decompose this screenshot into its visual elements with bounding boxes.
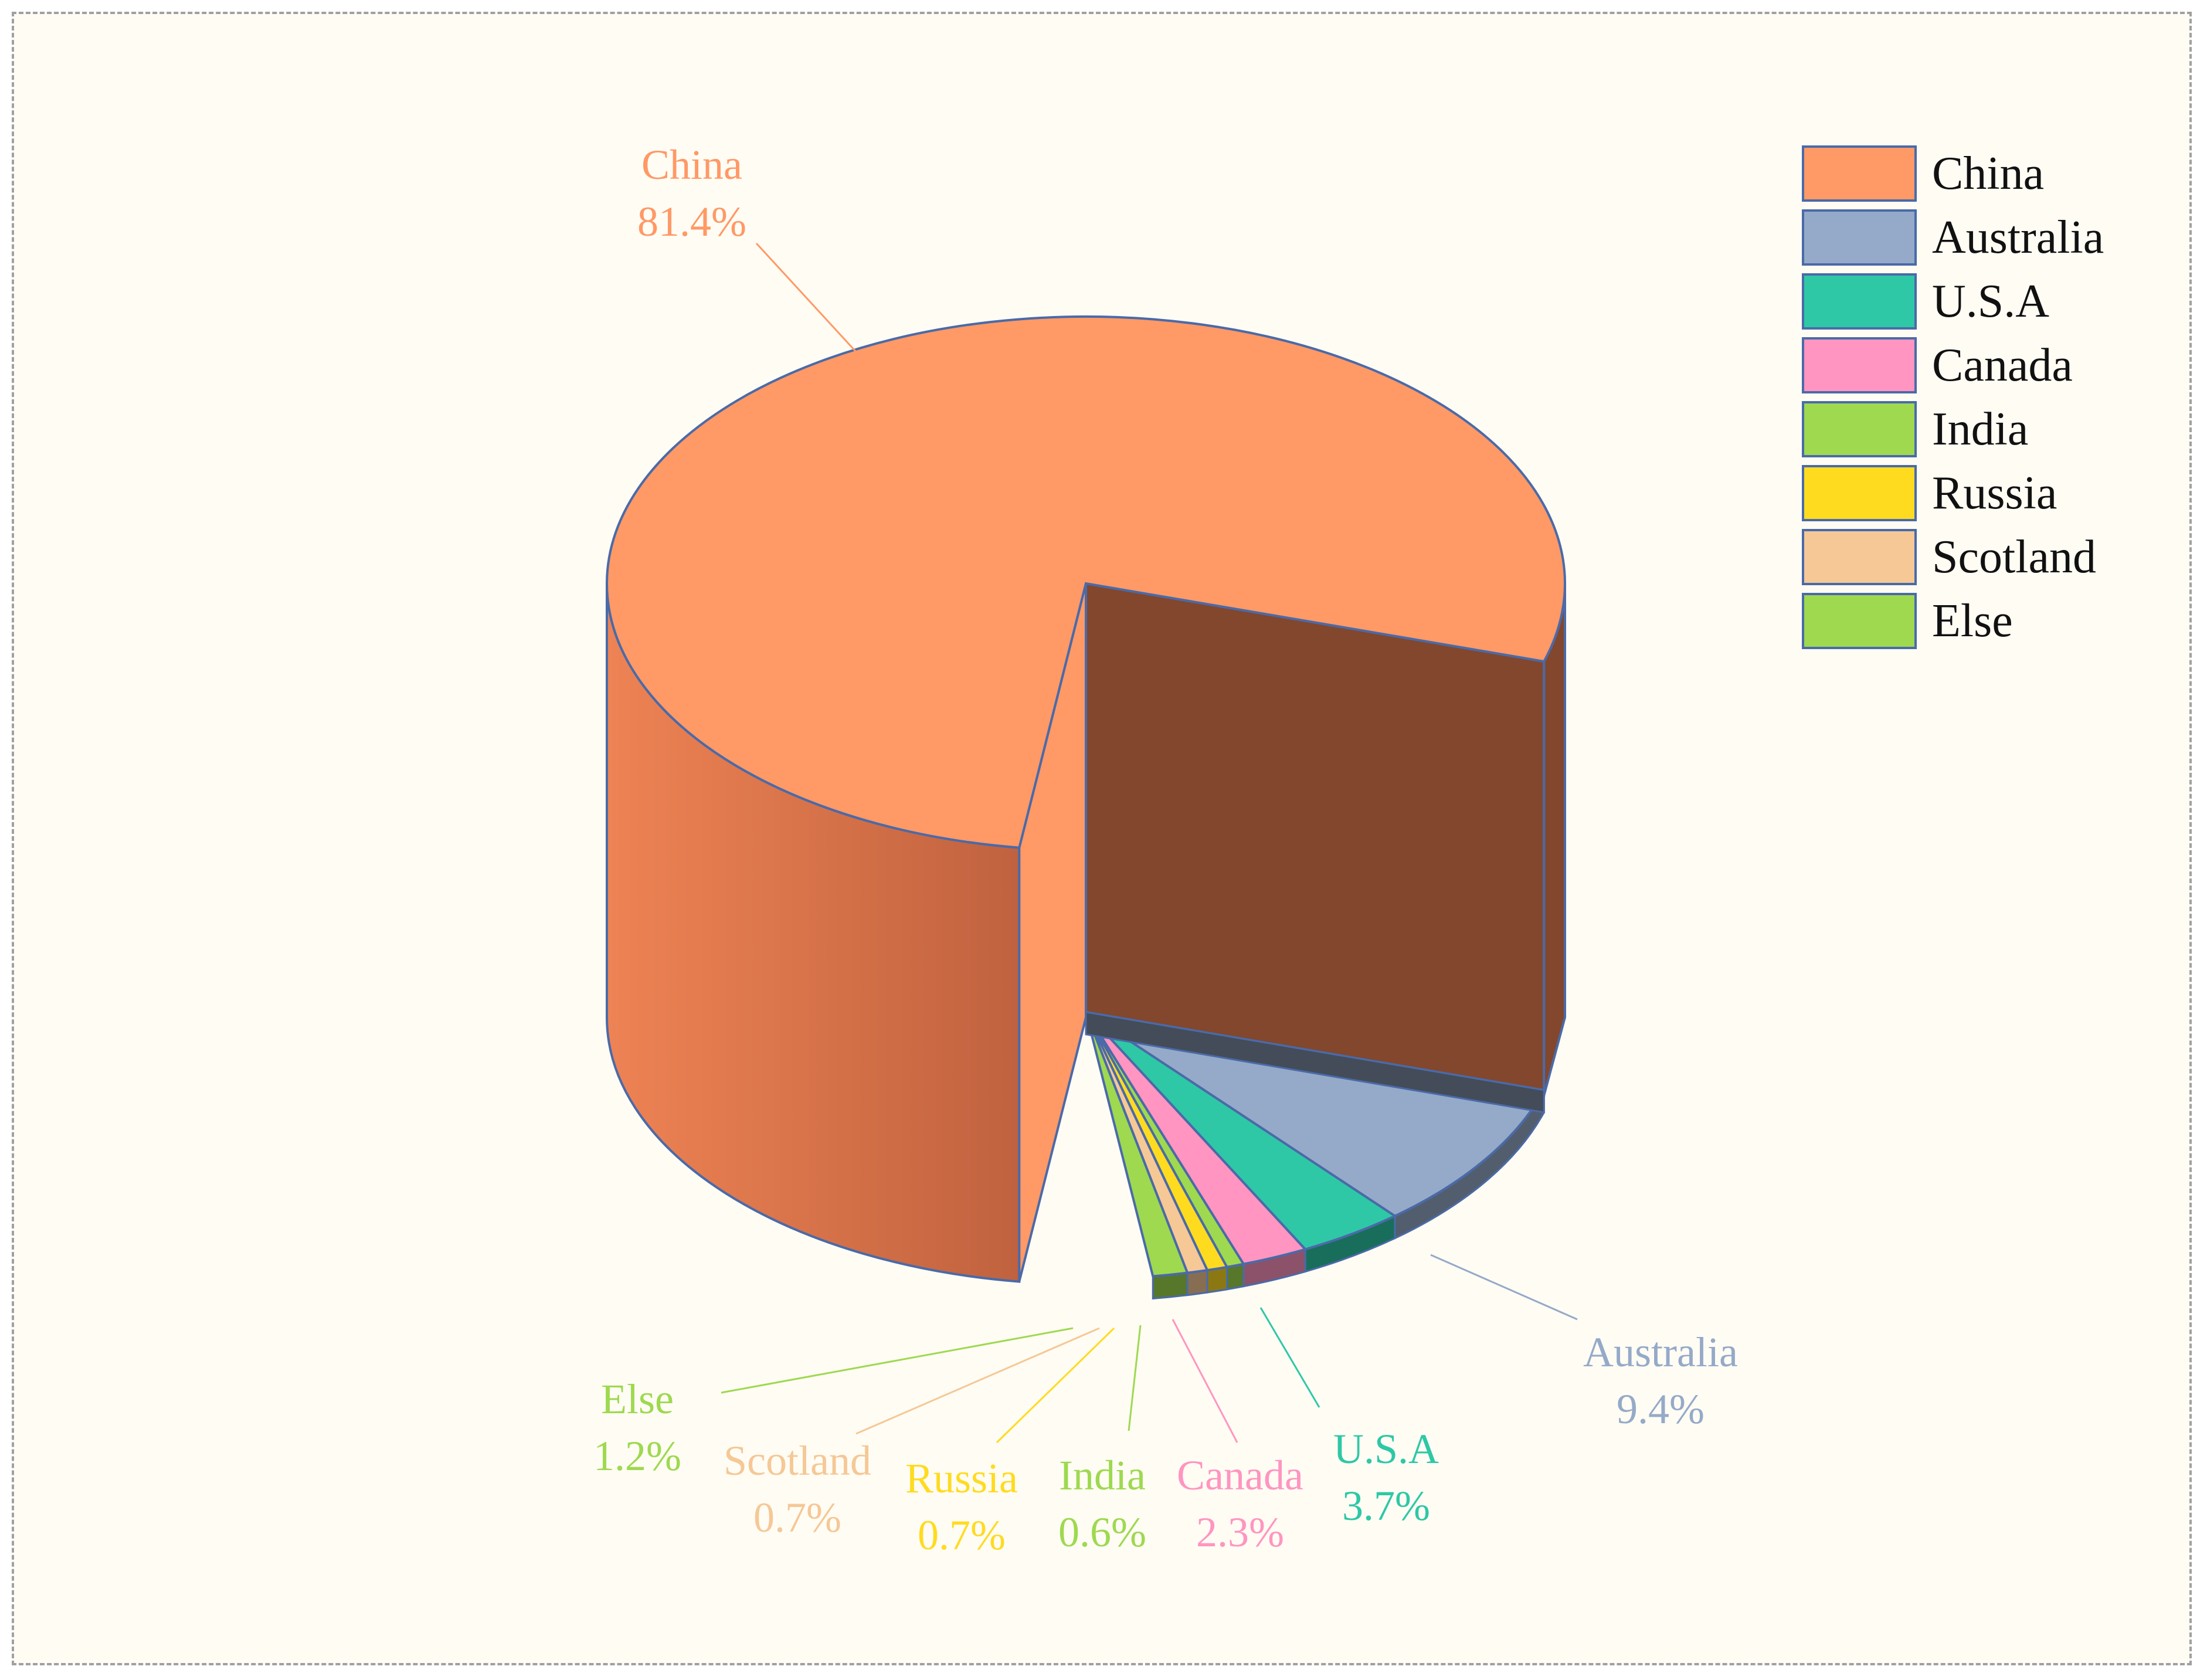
data-label-canada-name: Canada — [1177, 1452, 1303, 1499]
legend-swatch-u-s-a — [1802, 273, 1917, 330]
data-label-india-value: 0.6% — [1058, 1509, 1146, 1556]
legend-label-canada: Canada — [1932, 340, 2073, 391]
legend-swatch-china — [1802, 145, 1917, 202]
legend-label-russia: Russia — [1932, 467, 2057, 519]
data-label-scotland-name: Scotland — [724, 1437, 871, 1484]
legend-swatch-india — [1802, 401, 1917, 457]
leader-line-canada — [1172, 1319, 1238, 1443]
data-label-u-s-a-name: U.S.A — [1333, 1426, 1439, 1472]
legend-swatch-australia — [1802, 209, 1917, 266]
slice-china-back-wall — [1085, 582, 1546, 1097]
legend-label-scotland: Scotland — [1932, 531, 2096, 583]
data-label-china-value: 81.4% — [637, 198, 746, 245]
data-label-india-name: India — [1059, 1452, 1146, 1499]
slice-australia-wall — [1085, 1011, 1545, 1114]
slice-china-right-side — [1543, 583, 1566, 1096]
legend-label-u-s-a: U.S.A — [1932, 276, 2049, 327]
legend-label-india: India — [1932, 403, 2028, 455]
leader-line-china — [755, 242, 857, 353]
data-label-australia-name: Australia — [1583, 1329, 1738, 1376]
leader-line-india — [1128, 1325, 1142, 1431]
slice-china — [606, 315, 1566, 849]
legend: China Australia U.S.A Canada India Russia Scot… — [1802, 145, 2104, 649]
leader-line-australia — [1430, 1254, 1578, 1321]
slice-else — [1085, 1012, 1189, 1278]
leader-line-russia — [996, 1327, 1115, 1444]
data-label-u-s-a-value: 3.7% — [1342, 1482, 1430, 1529]
legend-label-australia: Australia — [1932, 212, 2104, 263]
slice-scotland-side — [1186, 1269, 1208, 1297]
data-label-scotland-value: 0.7% — [753, 1494, 841, 1541]
data-label-else-name: Else — [601, 1376, 674, 1423]
legend-swatch-scotland — [1802, 529, 1917, 585]
data-label-else-value: 1.2% — [593, 1433, 681, 1479]
leader-line-scotland — [855, 1327, 1100, 1435]
legend-swatch-else — [1802, 593, 1917, 649]
legend-label-china: China — [1932, 148, 2044, 199]
data-label-russia-name: Russia — [905, 1455, 1018, 1502]
legend-swatch-russia — [1802, 465, 1917, 521]
data-label-china-name: China — [641, 141, 742, 188]
legend-label-else: Else — [1932, 595, 2013, 647]
data-label-canada-value: 2.3% — [1196, 1509, 1284, 1556]
data-label-russia-value: 0.7% — [918, 1512, 1006, 1559]
leader-line-u-s-a — [1259, 1307, 1320, 1408]
data-label-australia-value: 9.4% — [1617, 1386, 1705, 1433]
leader-line-else — [721, 1327, 1074, 1394]
legend-swatch-canada — [1802, 337, 1917, 393]
